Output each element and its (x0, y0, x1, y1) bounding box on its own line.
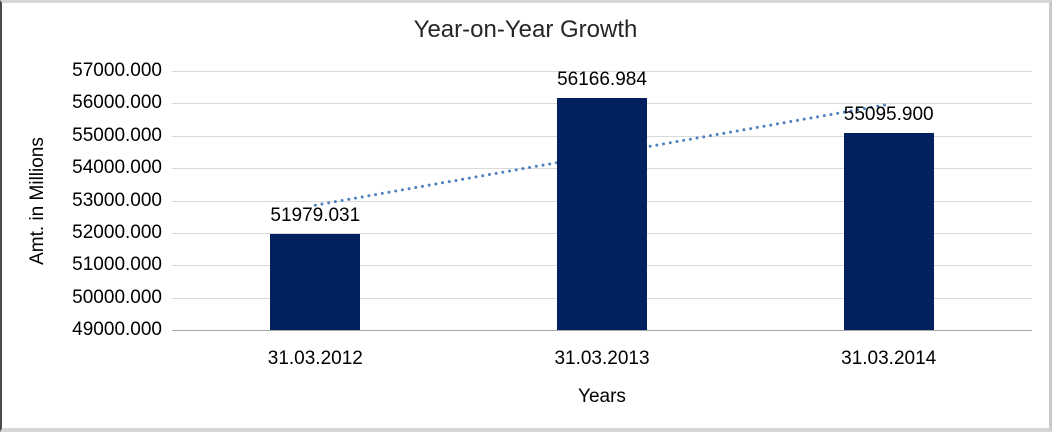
y-tick-label: 54000.000 (72, 157, 162, 179)
data-label: 51979.031 (270, 204, 361, 226)
y-tick-label: 51000.000 (72, 254, 162, 276)
plot-area: 51979.031 56166.984 55095.900 (172, 69, 1032, 331)
x-axis-labels: 31.03.2012 31.03.2013 31.03.2014 (172, 348, 1032, 372)
y-tick-label: 57000.000 (72, 60, 162, 81)
x-axis-title: Years (578, 386, 626, 407)
chart-title: Year-on-Year Growth (413, 16, 638, 43)
data-label: 55095.900 (843, 103, 934, 125)
y-tick-label: 49000.000 (72, 319, 162, 340)
y-tick-label: 50000.000 (72, 286, 162, 308)
y-tick-label: 53000.000 (72, 189, 162, 211)
data-label: 56166.984 (557, 69, 647, 90)
bar-31.03.2014 (843, 132, 934, 330)
gridline (172, 71, 1032, 72)
bar-31.03.2012 (270, 233, 361, 330)
x-tick-label: 31.03.2014 (841, 348, 937, 369)
y-tick-label: 52000.000 (72, 221, 162, 243)
x-tick-label: 31.03.2013 (554, 348, 650, 369)
y-tick-label: 56000.000 (72, 92, 162, 114)
chart-area: Year-on-Year Growth Amt. in Millions 490… (2, 3, 1049, 428)
x-tick-label: 31.03.2012 (267, 348, 363, 369)
bar-31.03.2013 (557, 98, 647, 330)
x-axis-line (172, 330, 1032, 331)
y-axis-labels: 49000.000 50000.000 51000.000 52000.000 5300… (2, 60, 162, 340)
y-tick-label: 55000.000 (72, 124, 162, 146)
